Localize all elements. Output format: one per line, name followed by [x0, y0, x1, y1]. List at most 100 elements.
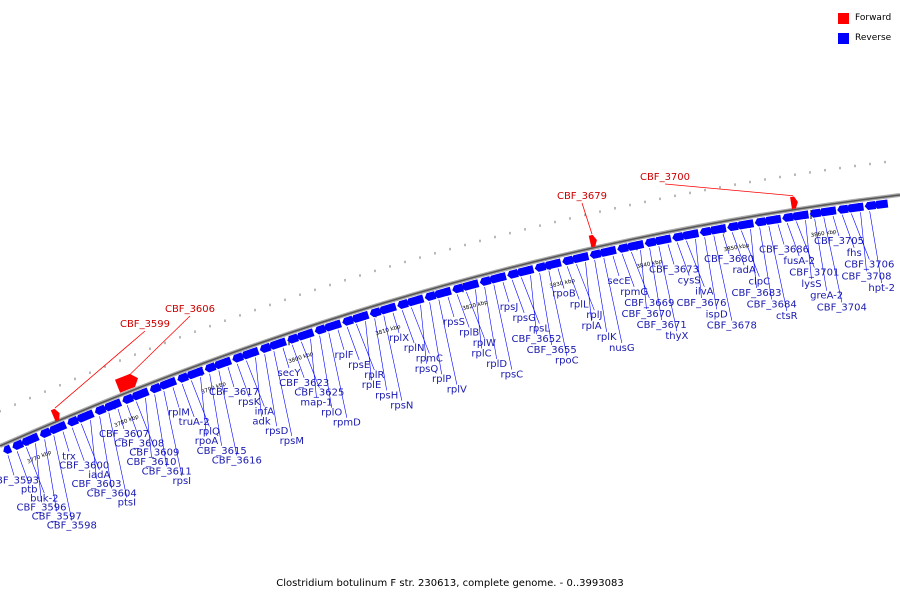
- gene-leader-line: [301, 341, 320, 388]
- legend-reverse-label: Reverse: [855, 33, 892, 43]
- reverse-gene: [690, 229, 700, 238]
- track-dot: [344, 278, 346, 282]
- reverse-gene: [58, 420, 68, 431]
- track-dot: [74, 377, 76, 381]
- gene-leader-line: [420, 304, 427, 364]
- gene-leader-line: [493, 284, 513, 370]
- track-dot: [869, 162, 871, 166]
- gene-leader-line: [319, 335, 332, 408]
- gene-leader-line: [658, 246, 678, 332]
- reverse-gene: [498, 272, 507, 282]
- forward-gene-arrow: [114, 373, 139, 393]
- track-dot: [674, 194, 676, 198]
- gene-label: CBF_3708: [841, 271, 891, 282]
- reverse-gene: [525, 265, 535, 275]
- reverse-gene: [415, 294, 425, 304]
- reverse-gene-arrow: [94, 404, 107, 416]
- gene-leader-line: [99, 416, 112, 489]
- gene-leader-line: [768, 225, 788, 312]
- gene-leader-line: [695, 238, 702, 299]
- reverse-gene-arrow: [663, 234, 672, 244]
- gene-label: CBF_3680: [704, 254, 754, 265]
- reverse-gene: [718, 224, 727, 233]
- gene-leader-line: [356, 323, 375, 371]
- forward-gene-label: CBF_3700: [640, 172, 690, 183]
- gene-label: hpt-2: [868, 283, 895, 294]
- gene-label: rpsG: [512, 313, 535, 324]
- gene-label: rpsJ: [500, 302, 519, 313]
- reverse-gene: [122, 393, 135, 404]
- forward-gene-label: CBF_3679: [557, 191, 607, 202]
- gene-leader-line: [475, 289, 482, 349]
- gene-leader-line: [264, 354, 277, 427]
- gene-label: rpsS: [443, 317, 465, 328]
- gene-label: nusG: [609, 343, 635, 354]
- track-dot: [329, 283, 331, 287]
- gene-leader-line: [71, 427, 85, 461]
- gene-leader-line: [585, 262, 592, 322]
- gene-label: clpC: [749, 277, 771, 288]
- gene-leader-line: [54, 330, 146, 409]
- gene-label: rplM: [168, 407, 190, 418]
- reverse-gene: [424, 291, 437, 301]
- reverse-gene: [534, 262, 547, 272]
- gene-leader-line: [603, 257, 623, 343]
- reverse-gene: [360, 310, 370, 321]
- legend-forward: Forward: [838, 8, 898, 28]
- reverse-gene-arrow: [828, 206, 837, 216]
- track-dot: [629, 203, 631, 207]
- gene-leader-line: [291, 344, 305, 378]
- track-dot: [464, 243, 466, 247]
- track-dot: [554, 220, 556, 224]
- reverse-gene: [580, 252, 590, 261]
- gene-label: CBF_3604: [87, 488, 137, 499]
- gene-leader-line: [26, 447, 45, 494]
- gene-label: CBF_3705: [814, 236, 864, 247]
- gene-label: rplJ: [586, 310, 602, 321]
- gene-label: CBF_3676: [676, 298, 726, 309]
- track-dot: [404, 260, 406, 264]
- track-dot: [569, 217, 571, 220]
- track-dot: [254, 308, 256, 312]
- track-dot: [764, 178, 766, 181]
- track-dot: [704, 188, 706, 192]
- gene-label: CBF_3625: [294, 388, 344, 399]
- reverse-gene: [864, 201, 877, 211]
- gene-leader-line: [310, 338, 317, 398]
- reverse-gene-arrow: [873, 199, 889, 209]
- gene-leader-line: [731, 232, 745, 266]
- gene-label: map-1: [300, 398, 332, 409]
- gene-label: CBF_3607: [99, 429, 149, 440]
- gene-label: iadA: [88, 470, 110, 481]
- reverse-gene-arrow: [85, 409, 95, 419]
- reverse-gene: [333, 319, 342, 329]
- reverse-gene-arrow: [58, 420, 68, 431]
- reverse-gene-arrow: [864, 201, 877, 211]
- reverse-gene-arrow: [113, 398, 123, 408]
- legend-forward-label: Forward: [855, 13, 892, 23]
- gene-label: rplC: [471, 348, 491, 359]
- reverse-gene-arrow: [727, 221, 739, 232]
- track-dot: [179, 336, 181, 339]
- gene-label: rpmD: [333, 418, 361, 429]
- gene-label: secY: [278, 368, 302, 379]
- reverse-gene: [745, 219, 755, 228]
- tick-label: 3840 kbp: [636, 259, 663, 270]
- reverse-gene-arrow: [30, 432, 40, 442]
- reverse-gene: [232, 352, 245, 363]
- gene-label: rpoB: [552, 289, 576, 300]
- gene-label: rplE: [362, 380, 382, 391]
- reverse-gene: [855, 202, 864, 212]
- gene-leader-line: [786, 222, 800, 257]
- reverse-gene: [287, 333, 300, 344]
- tick-label: 3860 kbp: [810, 229, 837, 239]
- reverse-gene: [443, 286, 452, 296]
- gene-label: rpsM: [280, 436, 304, 447]
- gene-label: rplQ: [199, 427, 220, 438]
- reverse-gene-arrow: [397, 299, 409, 309]
- gene-label: rplX: [389, 333, 409, 344]
- gene-label: adk: [252, 416, 270, 427]
- reverse-gene: [85, 409, 95, 419]
- reverse-gene-arrow: [443, 286, 452, 296]
- track-dot: [884, 160, 886, 164]
